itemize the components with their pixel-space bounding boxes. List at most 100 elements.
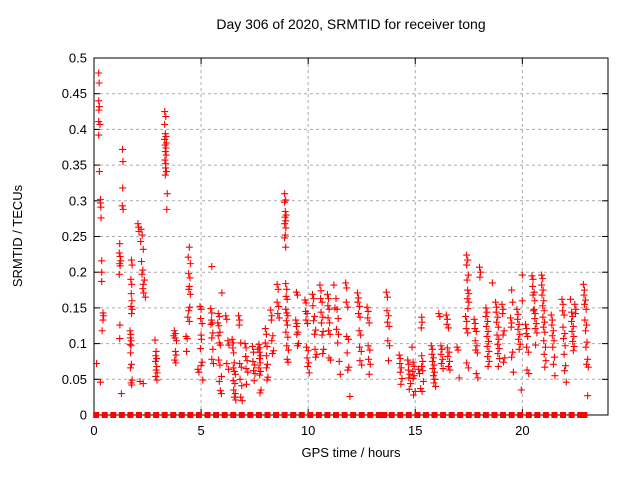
data-point-marker <box>116 335 124 343</box>
data-point-marker <box>385 322 393 330</box>
zero-value-marker <box>264 412 271 418</box>
data-point-marker <box>98 327 106 335</box>
data-point-marker <box>333 305 341 313</box>
data-point-marker <box>550 353 558 361</box>
data-point-marker <box>263 360 271 368</box>
data-point-marker <box>515 320 523 328</box>
y-tick-label: 0.3 <box>69 193 87 208</box>
data-point-marker <box>364 314 372 322</box>
data-point-marker <box>127 290 135 298</box>
data-point-marker <box>163 190 171 198</box>
data-point-marker <box>508 353 516 361</box>
data-point-marker <box>492 308 500 316</box>
data-point-marker <box>140 289 148 297</box>
data-point-marker <box>282 305 290 313</box>
data-point-marker <box>494 313 502 321</box>
data-point-marker <box>141 293 149 301</box>
data-point-marker <box>208 334 216 342</box>
data-point-marker <box>404 366 412 374</box>
data-point-marker <box>517 386 525 394</box>
data-point-marker <box>303 354 311 362</box>
data-point-marker <box>228 335 236 343</box>
data-point-marker <box>161 171 169 179</box>
zero-value-marker <box>204 412 211 418</box>
data-point-marker <box>559 307 567 315</box>
data-point-marker <box>161 120 169 128</box>
data-point-marker <box>514 315 522 323</box>
data-point-marker <box>283 295 291 303</box>
data-point-marker <box>507 314 515 322</box>
data-point-marker <box>582 327 590 335</box>
data-point-marker <box>354 298 362 306</box>
data-point-marker <box>366 360 374 368</box>
data-point-marker <box>463 317 471 325</box>
data-point-marker <box>568 317 576 325</box>
data-point-marker <box>153 369 161 377</box>
zero-value-marker <box>290 412 297 418</box>
data-point-marker <box>96 378 104 386</box>
data-point-marker <box>196 345 204 353</box>
data-point-marker <box>223 360 231 368</box>
data-point-marker <box>274 310 282 318</box>
zero-value-marker <box>170 412 177 418</box>
data-point-marker <box>197 362 205 370</box>
data-point-marker <box>579 280 587 288</box>
zero-value-marker <box>273 412 280 418</box>
data-point-marker <box>317 295 325 303</box>
data-point-marker <box>463 276 471 284</box>
data-point-marker <box>464 256 472 264</box>
data-point-marker <box>524 348 532 356</box>
data-point-marker <box>419 357 427 365</box>
data-point-marker <box>95 79 103 87</box>
data-point-marker <box>231 390 239 398</box>
zero-value-marker <box>367 412 374 418</box>
zero-value-marker <box>195 412 202 418</box>
data-point-marker <box>116 240 124 248</box>
data-point-marker <box>152 372 160 380</box>
data-point-marker <box>237 363 245 371</box>
data-point-marker <box>405 385 413 393</box>
zero-value-marker <box>127 412 134 418</box>
data-point-marker <box>482 304 490 312</box>
data-point-marker <box>126 327 134 335</box>
data-point-marker <box>366 346 374 354</box>
y-tick-label: 0.05 <box>62 372 87 387</box>
data-point-marker <box>417 324 425 332</box>
data-point-marker <box>418 352 426 360</box>
zero-value-marker <box>581 412 588 418</box>
data-point-marker <box>501 354 509 362</box>
data-point-marker <box>216 328 224 336</box>
data-point-marker <box>484 317 492 325</box>
data-point-marker <box>184 313 192 321</box>
zero-value-marker <box>508 412 515 418</box>
data-point-marker <box>538 281 546 289</box>
data-point-marker <box>429 354 437 362</box>
data-point-marker <box>408 343 416 351</box>
data-point-marker <box>319 327 327 335</box>
data-point-marker <box>325 327 333 335</box>
data-point-marker <box>115 249 123 257</box>
zero-value-marker <box>153 412 160 418</box>
zero-value-marker <box>238 412 245 418</box>
data-point-marker <box>419 377 427 385</box>
data-point-marker <box>529 275 537 283</box>
data-point-marker <box>462 312 470 320</box>
data-point-marker <box>582 305 590 313</box>
zero-value-marker <box>255 412 262 418</box>
data-point-marker <box>383 318 391 326</box>
data-point-marker <box>513 305 521 313</box>
data-point-marker <box>261 325 269 333</box>
data-point-marker <box>139 380 147 388</box>
data-point-marker <box>507 323 515 331</box>
data-point-marker <box>542 357 550 365</box>
data-point-marker <box>98 257 106 265</box>
data-point-marker <box>119 158 127 166</box>
data-point-marker <box>284 312 292 320</box>
data-point-marker <box>127 256 135 264</box>
data-point-marker <box>269 332 277 340</box>
data-point-marker <box>509 298 517 306</box>
data-point-marker <box>161 108 169 116</box>
data-point-marker <box>540 350 548 358</box>
data-point-marker <box>427 342 435 350</box>
